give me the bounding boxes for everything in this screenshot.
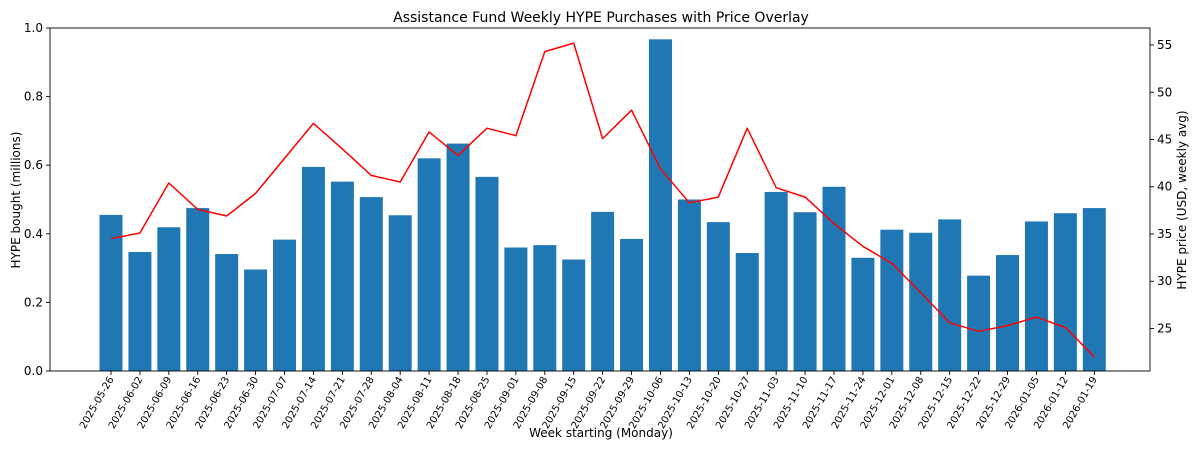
bar-2025-10-27 — [735, 253, 759, 371]
bar-2026-01-12 — [1053, 213, 1077, 371]
y-right-tick-label: 50 — [1157, 85, 1172, 99]
plot-frame — [49, 27, 1151, 372]
y-left-tick-label: 0.0 — [24, 364, 43, 378]
y-right-tick-label: 40 — [1157, 180, 1172, 194]
bar-2025-10-06 — [648, 39, 672, 371]
bar-2025-08-04 — [388, 215, 412, 371]
bar-2025-06-16 — [186, 208, 210, 371]
bar-2025-08-25 — [475, 176, 499, 371]
bar-2025-07-21 — [330, 181, 354, 371]
y-axis-right-label: HYPE price (USD, weekly avg) — [1175, 110, 1189, 289]
bar-2025-10-20 — [706, 222, 730, 371]
bar-2025-07-07 — [273, 239, 297, 371]
bar-2025-11-24 — [851, 257, 875, 371]
bar-2025-12-29 — [996, 255, 1020, 371]
y-left-tick-label: 0.8 — [24, 90, 43, 104]
bar-2025-08-18 — [446, 143, 470, 371]
bar-2025-09-08 — [533, 245, 557, 371]
bar-2025-12-22 — [967, 275, 991, 371]
x-axis-label: Week starting (Monday) — [529, 426, 673, 440]
bar-2025-06-02 — [128, 251, 152, 371]
bar-2025-09-15 — [562, 259, 586, 371]
bar-2025-11-17 — [822, 186, 846, 371]
bar-2025-12-15 — [938, 219, 962, 371]
y-left-tick-label: 0.6 — [24, 158, 43, 172]
bar-2025-06-30 — [244, 269, 268, 371]
bar-2025-11-10 — [793, 212, 817, 371]
y-right-tick-label: 30 — [1157, 274, 1172, 288]
bar-2025-10-13 — [677, 199, 701, 371]
bar-2025-09-29 — [620, 238, 644, 371]
axes: 0.00.20.40.60.81.0253035404550552025-05-… — [24, 21, 1172, 431]
y-left-tick-label: 0.2 — [24, 295, 43, 309]
bar-2025-12-08 — [909, 232, 933, 371]
bar-2025-09-01 — [504, 247, 528, 371]
bar-2025-05-26 — [99, 214, 123, 371]
bar-2025-08-11 — [417, 158, 441, 371]
y-right-tick-label: 45 — [1157, 132, 1172, 146]
y-left-tick-label: 0.4 — [24, 227, 43, 241]
y-right-tick-label: 35 — [1157, 227, 1172, 241]
y-left-tick-label: 1.0 — [24, 21, 43, 35]
chart-title: Assistance Fund Weekly HYPE Purchases wi… — [393, 10, 809, 26]
bar-2025-11-03 — [764, 191, 788, 371]
bar-2025-06-09 — [157, 227, 181, 371]
bar-2025-09-22 — [591, 211, 615, 371]
bar-2026-01-05 — [1024, 221, 1048, 371]
y-right-tick-label: 55 — [1157, 38, 1172, 52]
bar-series — [99, 39, 1106, 371]
y-axis-left-label: HYPE bought (millions) — [9, 132, 23, 269]
bar-2025-06-23 — [215, 254, 239, 371]
price-line-series — [110, 42, 1095, 358]
bar-2025-07-28 — [359, 197, 383, 371]
bar-2025-07-14 — [301, 166, 325, 371]
price-line — [110, 42, 1095, 358]
y-right-tick-label: 25 — [1157, 321, 1172, 335]
bar-2025-12-01 — [880, 229, 904, 371]
bar-2026-01-19 — [1082, 208, 1106, 371]
